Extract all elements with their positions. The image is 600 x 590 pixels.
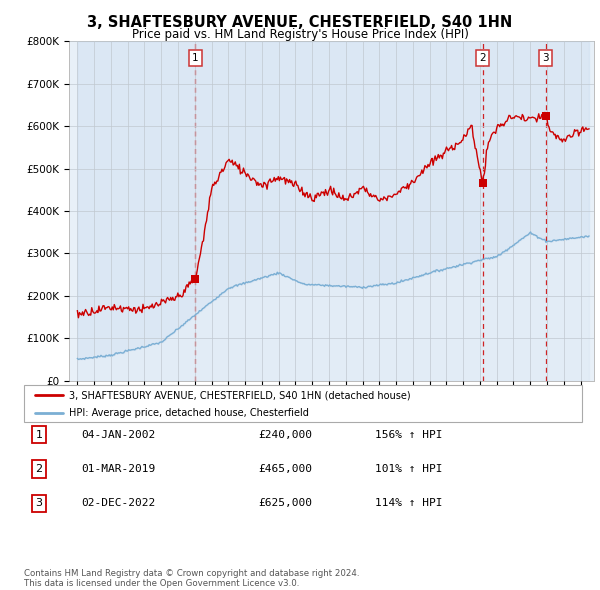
FancyBboxPatch shape — [24, 385, 582, 422]
Text: 101% ↑ HPI: 101% ↑ HPI — [375, 464, 443, 474]
Text: 1: 1 — [35, 430, 43, 440]
Text: 3, SHAFTESBURY AVENUE, CHESTERFIELD, S40 1HN: 3, SHAFTESBURY AVENUE, CHESTERFIELD, S40… — [88, 15, 512, 30]
Text: £625,000: £625,000 — [258, 499, 312, 508]
Text: 01-MAR-2019: 01-MAR-2019 — [81, 464, 155, 474]
Text: 3: 3 — [35, 499, 43, 508]
Text: 2: 2 — [35, 464, 43, 474]
Text: 2: 2 — [479, 53, 486, 63]
Text: 04-JAN-2002: 04-JAN-2002 — [81, 430, 155, 440]
Text: 156% ↑ HPI: 156% ↑ HPI — [375, 430, 443, 440]
Text: £240,000: £240,000 — [258, 430, 312, 440]
Text: 114% ↑ HPI: 114% ↑ HPI — [375, 499, 443, 508]
Text: Contains HM Land Registry data © Crown copyright and database right 2024.
This d: Contains HM Land Registry data © Crown c… — [24, 569, 359, 588]
Text: 02-DEC-2022: 02-DEC-2022 — [81, 499, 155, 508]
Text: £465,000: £465,000 — [258, 464, 312, 474]
Text: HPI: Average price, detached house, Chesterfield: HPI: Average price, detached house, Ches… — [68, 408, 308, 418]
Text: 3, SHAFTESBURY AVENUE, CHESTERFIELD, S40 1HN (detached house): 3, SHAFTESBURY AVENUE, CHESTERFIELD, S40… — [68, 390, 410, 400]
Text: 3: 3 — [542, 53, 549, 63]
Text: Price paid vs. HM Land Registry's House Price Index (HPI): Price paid vs. HM Land Registry's House … — [131, 28, 469, 41]
Text: 1: 1 — [192, 53, 199, 63]
